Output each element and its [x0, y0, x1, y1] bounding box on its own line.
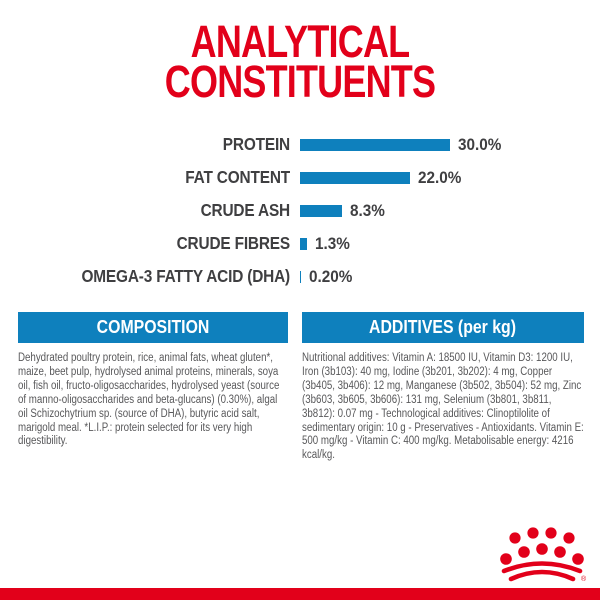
- bar-slot: [300, 204, 342, 217]
- chart-value: 1.3%: [314, 233, 350, 253]
- additives-header: ADDITIVES (per kg): [369, 317, 517, 337]
- chart-label: OMEGA-3 FATTY ACID (DHA): [81, 266, 290, 286]
- title-line-1: ANALYTICAL: [190, 16, 410, 67]
- omega3-dha-bar: [300, 270, 301, 283]
- crude-ash-bar: [300, 204, 342, 217]
- fat-content-bar: [300, 171, 410, 184]
- chart-row-omega3-dha: OMEGA-3 FATTY ACID (DHA) 0.20%: [0, 260, 600, 293]
- bar-slot: [300, 171, 410, 184]
- composition-body: Dehydrated poultry protein, rice, animal…: [18, 352, 280, 448]
- bar-slot: [300, 270, 301, 283]
- chart-row-crude-fibres: CRUDE FIBRES 1.3%: [0, 227, 600, 260]
- chart-label: FAT CONTENT: [185, 167, 290, 187]
- additives-section: ADDITIVES (per kg) Nutritional additives…: [302, 312, 584, 463]
- footer-red-bar: [0, 588, 600, 600]
- crude-fibres-bar: [300, 237, 307, 250]
- analytical-constituents-chart: PROTEIN 30.0% FAT CONTENT 22.0% CRUDE AS…: [0, 128, 600, 293]
- composition-header: COMPOSITION: [96, 317, 210, 337]
- chart-label: CRUDE FIBRES: [176, 233, 291, 253]
- composition-header-band: COMPOSITION: [18, 312, 288, 343]
- additives-body: Nutritional additives: Vitamin A: 18500 …: [302, 352, 584, 462]
- chart-row-crude-ash: CRUDE ASH 8.3%: [0, 194, 600, 227]
- page-title: ANALYTICAL CONSTITUENTS: [0, 16, 600, 107]
- chart-value: 22.0%: [418, 167, 462, 187]
- registered-trademark-symbol: ®: [581, 575, 587, 582]
- additives-header-band: ADDITIVES (per kg): [302, 312, 584, 343]
- chart-row-protein: PROTEIN 30.0%: [0, 128, 600, 161]
- protein-bar: [300, 138, 450, 151]
- bar-slot: [300, 237, 307, 250]
- chart-row-fat-content: FAT CONTENT 22.0%: [0, 161, 600, 194]
- chart-label: CRUDE ASH: [200, 200, 291, 220]
- composition-section: COMPOSITION Dehydrated poultry protein, …: [18, 312, 288, 449]
- chart-value: 30.0%: [458, 134, 502, 154]
- title-line-2: CONSTITUENTS: [164, 56, 436, 107]
- royal-canin-crown-logo: ®: [500, 527, 587, 582]
- chart-value: 8.3%: [349, 200, 385, 220]
- chart-label: PROTEIN: [222, 134, 290, 154]
- chart-value: 0.20%: [309, 266, 353, 286]
- bar-slot: [300, 138, 450, 151]
